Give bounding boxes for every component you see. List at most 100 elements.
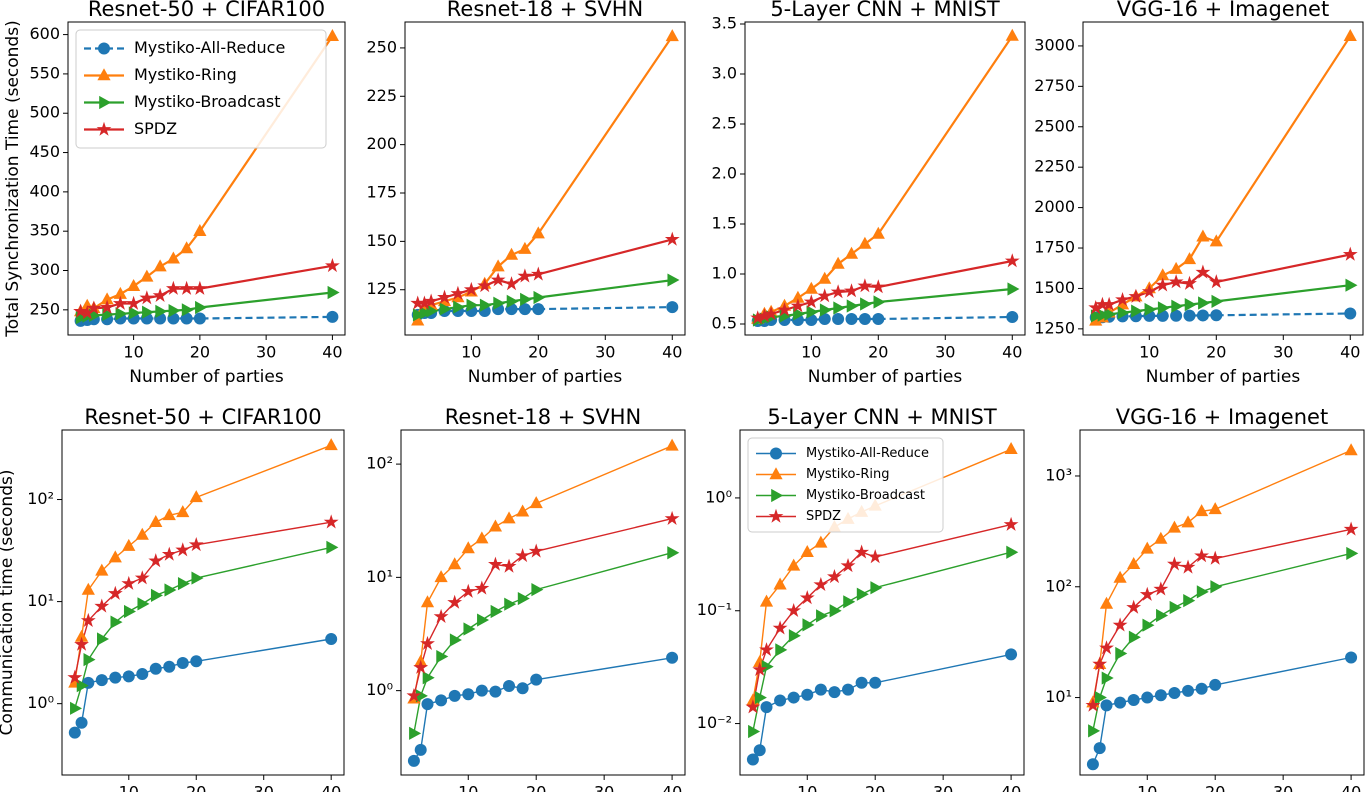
marker xyxy=(1141,691,1154,704)
marker xyxy=(134,570,150,585)
marker xyxy=(771,488,784,503)
marker xyxy=(664,510,680,525)
marker xyxy=(1127,694,1140,707)
marker xyxy=(140,269,154,282)
marker xyxy=(83,653,96,667)
marker xyxy=(520,292,533,307)
chart-title: Resnet-50 + CIFAR100 xyxy=(84,405,321,429)
y-tick-label: 200 xyxy=(366,134,397,153)
marker xyxy=(1088,724,1101,738)
marker xyxy=(176,657,189,670)
marker xyxy=(532,303,545,316)
marker xyxy=(754,690,767,705)
marker xyxy=(665,438,679,451)
marker xyxy=(840,558,856,573)
marker xyxy=(1115,297,1130,310)
marker xyxy=(1094,690,1107,705)
marker xyxy=(137,597,150,611)
marker xyxy=(1184,298,1197,312)
marker xyxy=(516,504,530,517)
marker xyxy=(1086,758,1099,771)
marker xyxy=(814,683,827,696)
series-line xyxy=(1092,528,1352,706)
marker xyxy=(325,28,340,41)
marker xyxy=(195,300,208,315)
marker xyxy=(123,604,136,619)
marker xyxy=(113,286,127,299)
legend-label: SPDZ xyxy=(134,119,177,138)
marker xyxy=(1167,520,1182,533)
marker xyxy=(1182,275,1197,290)
y-tick-label: 1500 xyxy=(1034,278,1075,297)
marker xyxy=(94,598,110,613)
x-tick-label: 40 xyxy=(1001,783,1021,792)
marker xyxy=(1171,299,1184,313)
y-tick-label: 0.5 xyxy=(712,314,737,333)
marker xyxy=(769,467,783,480)
x-tick-label: 20 xyxy=(190,343,210,362)
marker xyxy=(80,612,96,628)
series-line xyxy=(1095,35,1352,322)
marker xyxy=(768,508,784,523)
marker xyxy=(76,679,89,693)
marker xyxy=(407,754,420,767)
x-tick-label: 30 xyxy=(595,343,615,362)
marker xyxy=(1209,678,1222,691)
y-tick-label: 150 xyxy=(366,231,397,250)
marker xyxy=(75,716,88,729)
marker xyxy=(667,546,680,560)
marker xyxy=(411,313,425,326)
marker xyxy=(1090,309,1103,323)
marker xyxy=(462,688,475,701)
marker xyxy=(506,294,519,308)
chart-title: Resnet-50 + CIFAR100 xyxy=(88,0,325,21)
marker xyxy=(759,594,774,607)
y-tick-label: 550 xyxy=(29,63,60,82)
marker xyxy=(518,303,531,316)
x-tick-label: 40 xyxy=(662,343,682,362)
marker xyxy=(192,280,208,295)
marker xyxy=(326,540,339,554)
marker xyxy=(1196,229,1210,242)
marker xyxy=(1117,306,1130,320)
marker xyxy=(830,284,846,299)
marker xyxy=(423,293,439,308)
marker xyxy=(164,583,177,597)
marker xyxy=(846,299,859,313)
x-tick-label: 10 xyxy=(1139,343,1159,362)
y-tick-label: 250 xyxy=(366,37,397,56)
marker xyxy=(867,549,883,564)
y-tick-label: 3.0 xyxy=(712,64,737,83)
marker xyxy=(770,447,782,460)
axes-frame xyxy=(744,21,1026,336)
marker xyxy=(816,609,829,623)
marker xyxy=(665,29,679,42)
marker xyxy=(327,285,340,300)
marker xyxy=(162,508,176,521)
marker xyxy=(324,438,338,451)
y-tick-label: 2.0 xyxy=(712,164,737,183)
y-tick-label: 2750 xyxy=(1034,76,1075,95)
x-tick-label: 10 xyxy=(801,343,821,362)
y-tick-label: 10¹ xyxy=(27,591,54,610)
series-line xyxy=(757,35,1014,320)
x-tick-label: 30 xyxy=(1273,343,1293,362)
marker xyxy=(1112,617,1128,632)
marker xyxy=(793,307,806,321)
marker xyxy=(872,313,885,325)
axes-frame xyxy=(1082,21,1364,336)
y-tick-label: 1.0 xyxy=(712,264,737,283)
x-tick-label: 40 xyxy=(1340,343,1360,362)
marker xyxy=(121,575,137,590)
marker xyxy=(1128,288,1144,303)
y-tick-label: 500 xyxy=(29,103,60,122)
marker xyxy=(415,689,428,703)
series-line xyxy=(74,444,332,683)
marker xyxy=(414,743,427,756)
x-tick-label: 40 xyxy=(321,783,341,792)
marker xyxy=(447,594,463,609)
marker xyxy=(450,285,466,300)
marker xyxy=(1126,599,1142,614)
y-tick-label: 3000 xyxy=(1034,35,1075,54)
marker xyxy=(1210,309,1223,322)
